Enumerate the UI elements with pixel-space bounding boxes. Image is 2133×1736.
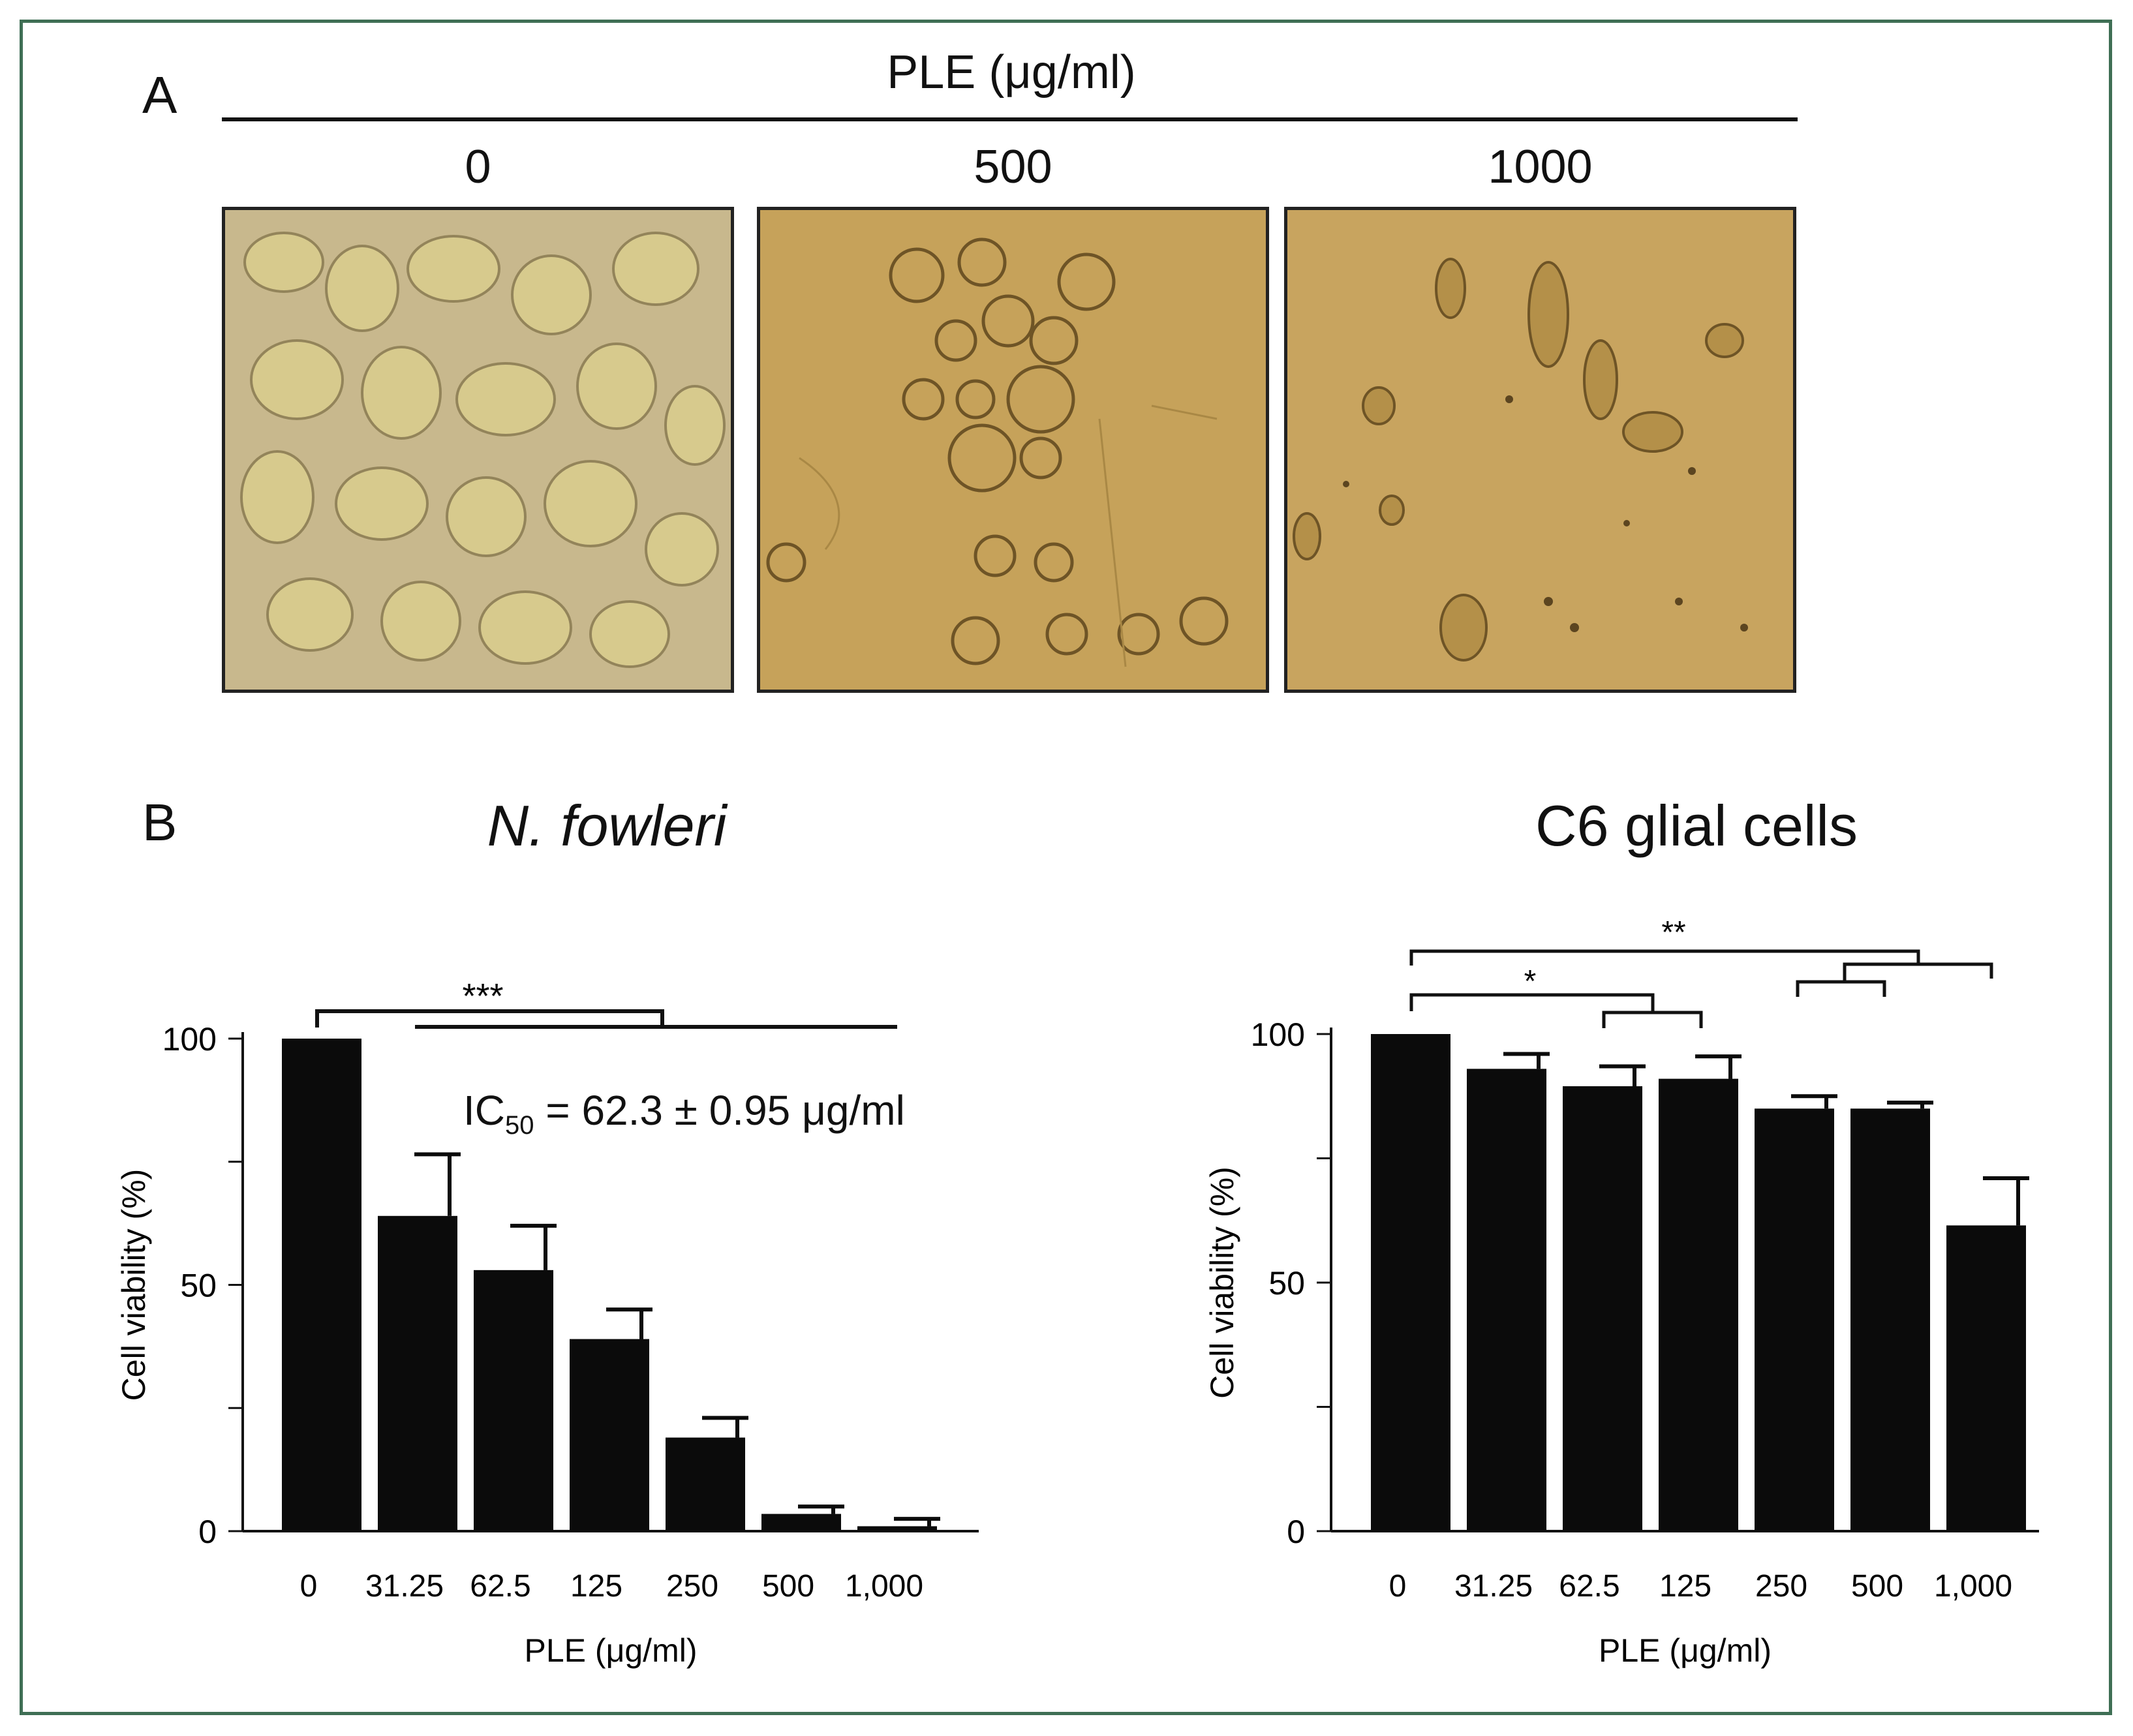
chart-1-title: N. fowleri [487,793,727,858]
chart-2-x-tick-label: 500 [1851,1569,1903,1604]
chart-2-x-tick-label: 31.25 [1454,1569,1533,1604]
ic50-value: = 62.3 ± 0.95 μg/ml [534,1087,905,1134]
micrograph-1000 [1284,207,1796,693]
chart-2-bar [1371,1034,1450,1531]
micrograph-500 [757,207,1269,693]
chart-2-x-tick-label: 0 [1389,1569,1407,1604]
chart-1-x-tick-label: 31.25 [365,1569,444,1604]
chart-1-bar [570,1339,649,1531]
image-label-500: 500 [974,141,1052,193]
chart-1-x-tick-label: 62.5 [470,1569,530,1604]
chart-2-significance-group [1796,980,1886,997]
chart-2-bar [1467,1069,1546,1531]
chart-1-x-tick-label: 250 [666,1569,718,1604]
chart-2-y-axis-label: Cell viability (%) [1204,1166,1240,1399]
chart-1-y-axis-label: Cell viability (%) [115,1169,152,1401]
ic50-annotation: IC50 = 62.3 ± 0.95 μg/ml [463,1086,905,1140]
chart-1-bar [378,1215,457,1531]
chart-1-bar [857,1526,937,1531]
chart-1-bar [761,1514,841,1531]
header-rule [222,117,1798,121]
chart-2-bar [1850,1108,1930,1531]
chart-2-y-tick-label: 100 [1251,1016,1305,1053]
chart-2-bar [1946,1225,2026,1531]
panel-b-label: B [142,793,177,851]
chart-2-significance-label: * [1524,964,1537,999]
ic50-subscript: 50 [505,1110,534,1140]
chart-1-y-tick-label: 50 [180,1268,217,1304]
chart-1-x-tick-label: 0 [300,1569,318,1604]
chart-2-bar [1755,1108,1834,1531]
image-label-1000: 1000 [1488,141,1593,193]
chart-2-significance-bracket [1409,993,1655,1011]
chart-1-x-tick-label: 125 [570,1569,622,1604]
chart-1-bar [282,1039,361,1531]
micrograph-1000-image [1287,210,1793,690]
chart-1-bar [666,1437,745,1531]
chart-2-title: C6 glial cells [1535,793,1858,858]
chart-2-y-tick-label: 50 [1268,1265,1305,1302]
ic50-prefix: IC [463,1087,505,1134]
chart-2-bar [1563,1086,1642,1531]
chart-2-x-tick-label: 250 [1755,1569,1807,1604]
chart-1-x-tick-label: 1,000 [845,1569,923,1604]
chart-2-significance-bracket [1409,949,1920,966]
panel-a-header: PLE (μg/ml) [887,46,1136,99]
chart-1-significance-bracket [315,1009,664,1028]
chart-2-bar [1659,1078,1738,1531]
chart-2-y-tick-label: 0 [1287,1514,1305,1550]
panel-a-label: A [142,66,177,124]
image-label-0: 0 [465,141,491,193]
chart-2-x-tick-label: 125 [1659,1569,1711,1604]
chart-1-bar [474,1270,553,1531]
chart-2-x-axis-label: PLE (μg/ml) [1599,1632,1772,1669]
micrograph-0-image [225,210,731,690]
chart-1-x-axis-label: PLE (μg/ml) [525,1632,698,1669]
chart-2-x-tick-label: 62.5 [1559,1569,1619,1604]
chart-1-y-tick-label: 100 [162,1021,217,1058]
chart-2-x-tick-label: 1,000 [1934,1569,2012,1604]
micrograph-500-image [760,210,1266,690]
chart-1-y-tick-label: 0 [198,1514,217,1550]
chart-1-x-tick-label: 500 [762,1569,814,1604]
chart-1-significance-label: *** [462,977,503,1016]
figure-frame [20,20,2112,1715]
chart-2-significance-label: ** [1661,915,1685,950]
micrograph-0 [222,207,734,693]
chart-2-significance-group [1843,962,1993,979]
chart-2-significance-group [1602,1011,1703,1028]
